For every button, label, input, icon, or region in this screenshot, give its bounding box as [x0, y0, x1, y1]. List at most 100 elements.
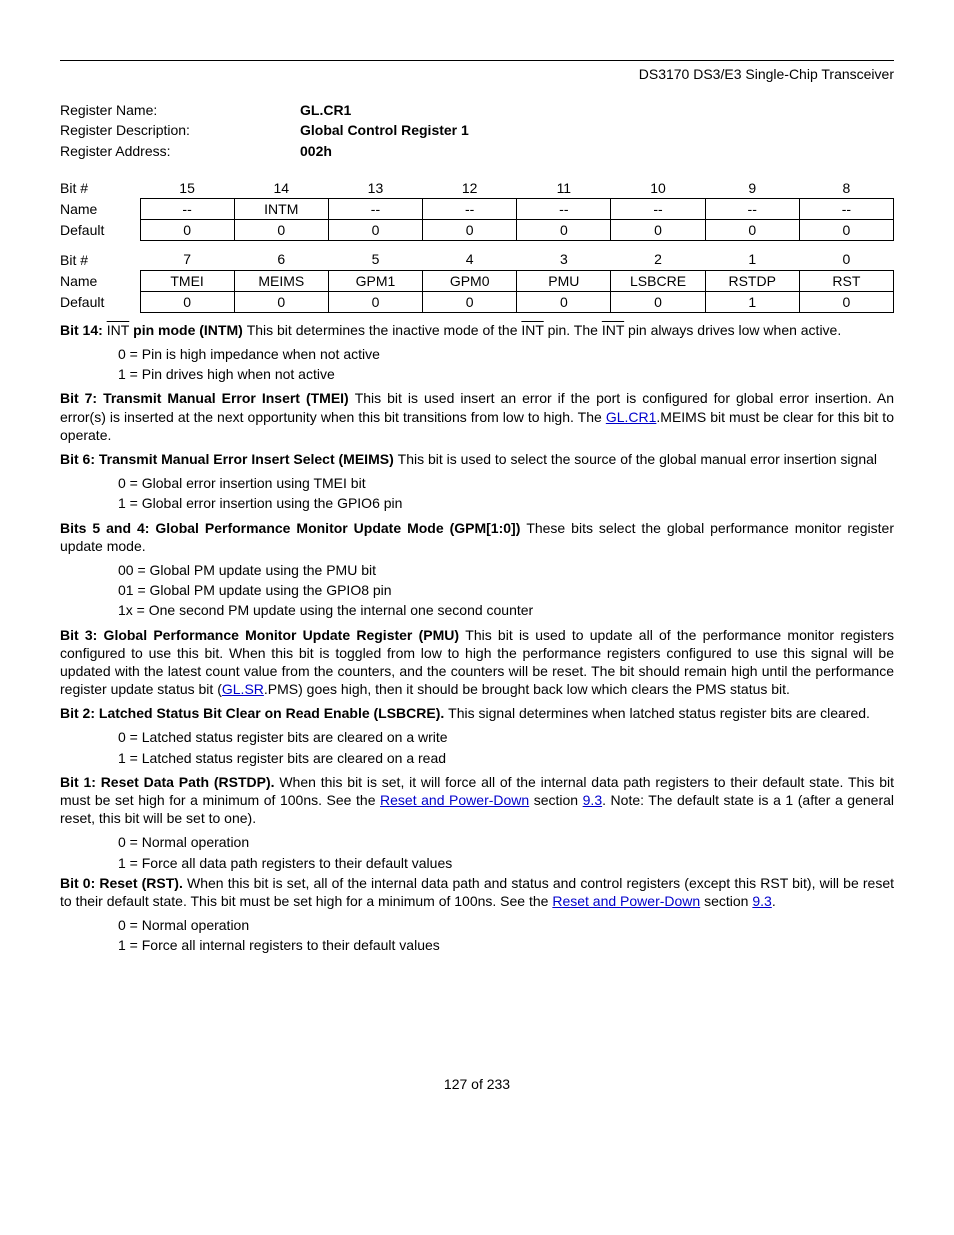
register-addr-label: Register Address:: [60, 142, 300, 160]
bit0-head: Bit 0: Reset (RST).: [60, 875, 187, 891]
register-addr-value: 002h: [300, 142, 894, 160]
bit-num: 5: [328, 249, 422, 270]
register-desc-value: Global Control Register 1: [300, 121, 894, 139]
bit14-tail-b: pin. The: [544, 322, 602, 338]
bit14-tail-a: This bit determines the inactive mode of…: [247, 322, 522, 338]
bit-num: 10: [611, 178, 705, 199]
bit-name: LSBCRE: [611, 270, 705, 291]
bit-name: MEIMS: [234, 270, 328, 291]
register-name-label: Register Name:: [60, 101, 300, 119]
bit2-desc: Bit 2: Latched Status Bit Clear on Read …: [60, 704, 894, 722]
bit14-desc: Bit 14: INT pin mode (INTM) This bit det…: [60, 321, 894, 339]
bit-default: 0: [705, 220, 799, 241]
register-name-value: GL.CR1: [300, 101, 894, 119]
bit-name: TMEI: [140, 270, 234, 291]
bit3-desc: Bit 3: Global Performance Monitor Update…: [60, 626, 894, 699]
bits54-opt0: 00 = Global PM update using the PMU bit: [118, 561, 894, 579]
bit-default: 0: [234, 220, 328, 241]
reset-powerdown-link[interactable]: Reset and Power-Down: [380, 792, 529, 808]
bit-name: RSTDP: [705, 270, 799, 291]
row-label-name: Name: [60, 270, 140, 291]
bit-default: 0: [517, 291, 611, 312]
bits54-head: Bits 5 and 4: Global Performance Monitor…: [60, 520, 526, 536]
bit-default: 0: [517, 220, 611, 241]
bit2-body: This signal determines when latched stat…: [448, 705, 870, 721]
bit1-opt1: 1 = Force all data path registers to the…: [118, 854, 894, 872]
bit-name: GPM1: [328, 270, 422, 291]
page-number: 127 of 233: [60, 1075, 894, 1093]
bit-num: 8: [799, 178, 893, 199]
bit-name: RST: [799, 270, 893, 291]
bit2-opt0: 0 = Latched status register bits are cle…: [118, 728, 894, 746]
bit1-opt0: 0 = Normal operation: [118, 833, 894, 851]
bit0-desc: Bit 0: Reset (RST). When this bit is set…: [60, 874, 894, 910]
bit-default: 0: [234, 291, 328, 312]
descriptions: Bit 14: INT pin mode (INTM) This bit det…: [60, 321, 894, 955]
bit-num: 15: [140, 178, 234, 199]
bit-name: PMU: [517, 270, 611, 291]
bit-num: 11: [517, 178, 611, 199]
bit-default: 0: [140, 291, 234, 312]
register-desc-label: Register Description:: [60, 121, 300, 139]
int-overline: INT: [602, 322, 624, 338]
glcr1-link[interactable]: GL.CR1: [606, 409, 657, 425]
bit3-head: Bit 3: Global Performance Monitor Update…: [60, 627, 465, 643]
bit6-opt1: 1 = Global error insertion using the GPI…: [118, 494, 894, 512]
reset-powerdown-link[interactable]: Reset and Power-Down: [552, 893, 700, 909]
bit-default: 0: [799, 291, 893, 312]
bit-name: --: [328, 198, 422, 219]
bit0-mid: section: [700, 893, 752, 909]
bit-default: 0: [328, 291, 422, 312]
section-9-3-link[interactable]: 9.3: [583, 792, 602, 808]
bit-num: 3: [517, 249, 611, 270]
bit-default: 0: [328, 220, 422, 241]
bit-default: 0: [611, 220, 705, 241]
bit7-head: Bit 7: Transmit Manual Error Insert (TME…: [60, 390, 355, 406]
bit-num: 7: [140, 249, 234, 270]
bit0-body-b: .: [772, 893, 776, 909]
document-title: DS3170 DS3/E3 Single-Chip Transceiver: [60, 65, 894, 83]
bit1-desc: Bit 1: Reset Data Path (RSTDP). When thi…: [60, 773, 894, 828]
bit0-opt1: 1 = Force all internal registers to thei…: [118, 936, 894, 954]
bit-num: 12: [423, 178, 517, 199]
bit-name: GPM0: [423, 270, 517, 291]
bit-default: 0: [611, 291, 705, 312]
bit-default: 0: [799, 220, 893, 241]
section-9-3-link[interactable]: 9.3: [752, 893, 771, 909]
bit-num: 1: [705, 249, 799, 270]
bits54-opt2: 1x = One second PM update using the inte…: [118, 601, 894, 619]
bits54-opt1: 01 = Global PM update using the GPIO8 pi…: [118, 581, 894, 599]
bit1-mid: section: [529, 792, 582, 808]
bit-table-high: Bit # 15 14 13 12 11 10 9 8 Name -- INTM…: [60, 178, 894, 242]
bit-name: --: [423, 198, 517, 219]
bit-default: 0: [423, 220, 517, 241]
header-rule: [60, 60, 894, 61]
bit6-desc: Bit 6: Transmit Manual Error Insert Sele…: [60, 450, 894, 468]
bit-num: 2: [611, 249, 705, 270]
bit-name: --: [611, 198, 705, 219]
bit-default: 0: [140, 220, 234, 241]
bit2-head: Bit 2: Latched Status Bit Clear on Read …: [60, 705, 448, 721]
bit-name: --: [140, 198, 234, 219]
bit-num: 4: [423, 249, 517, 270]
glsr-link[interactable]: GL.SR: [222, 681, 264, 697]
bit1-head: Bit 1: Reset Data Path (RSTDP).: [60, 774, 279, 790]
row-label-default: Default: [60, 291, 140, 312]
bit-num: 0: [799, 249, 893, 270]
bit7-desc: Bit 7: Transmit Manual Error Insert (TME…: [60, 389, 894, 444]
bit6-head: Bit 6: Transmit Manual Error Insert Sele…: [60, 451, 398, 467]
bit-name: --: [705, 198, 799, 219]
bit6-body: This bit is used to select the source of…: [398, 451, 877, 467]
bit2-opt1: 1 = Latched status register bits are cle…: [118, 749, 894, 767]
bit-num: 6: [234, 249, 328, 270]
bit14-head-a: Bit 14:: [60, 322, 107, 338]
bit-default: 1: [705, 291, 799, 312]
bit-num: 9: [705, 178, 799, 199]
bit14-opt1: 1 = Pin drives high when not active: [118, 365, 894, 383]
row-label-default: Default: [60, 220, 140, 241]
bits54-desc: Bits 5 and 4: Global Performance Monitor…: [60, 519, 894, 555]
bit0-opt0: 0 = Normal operation: [118, 916, 894, 934]
bit14-tail-c: pin always drives low when active.: [624, 322, 841, 338]
bit-name: --: [799, 198, 893, 219]
row-label-bit: Bit #: [60, 178, 140, 199]
